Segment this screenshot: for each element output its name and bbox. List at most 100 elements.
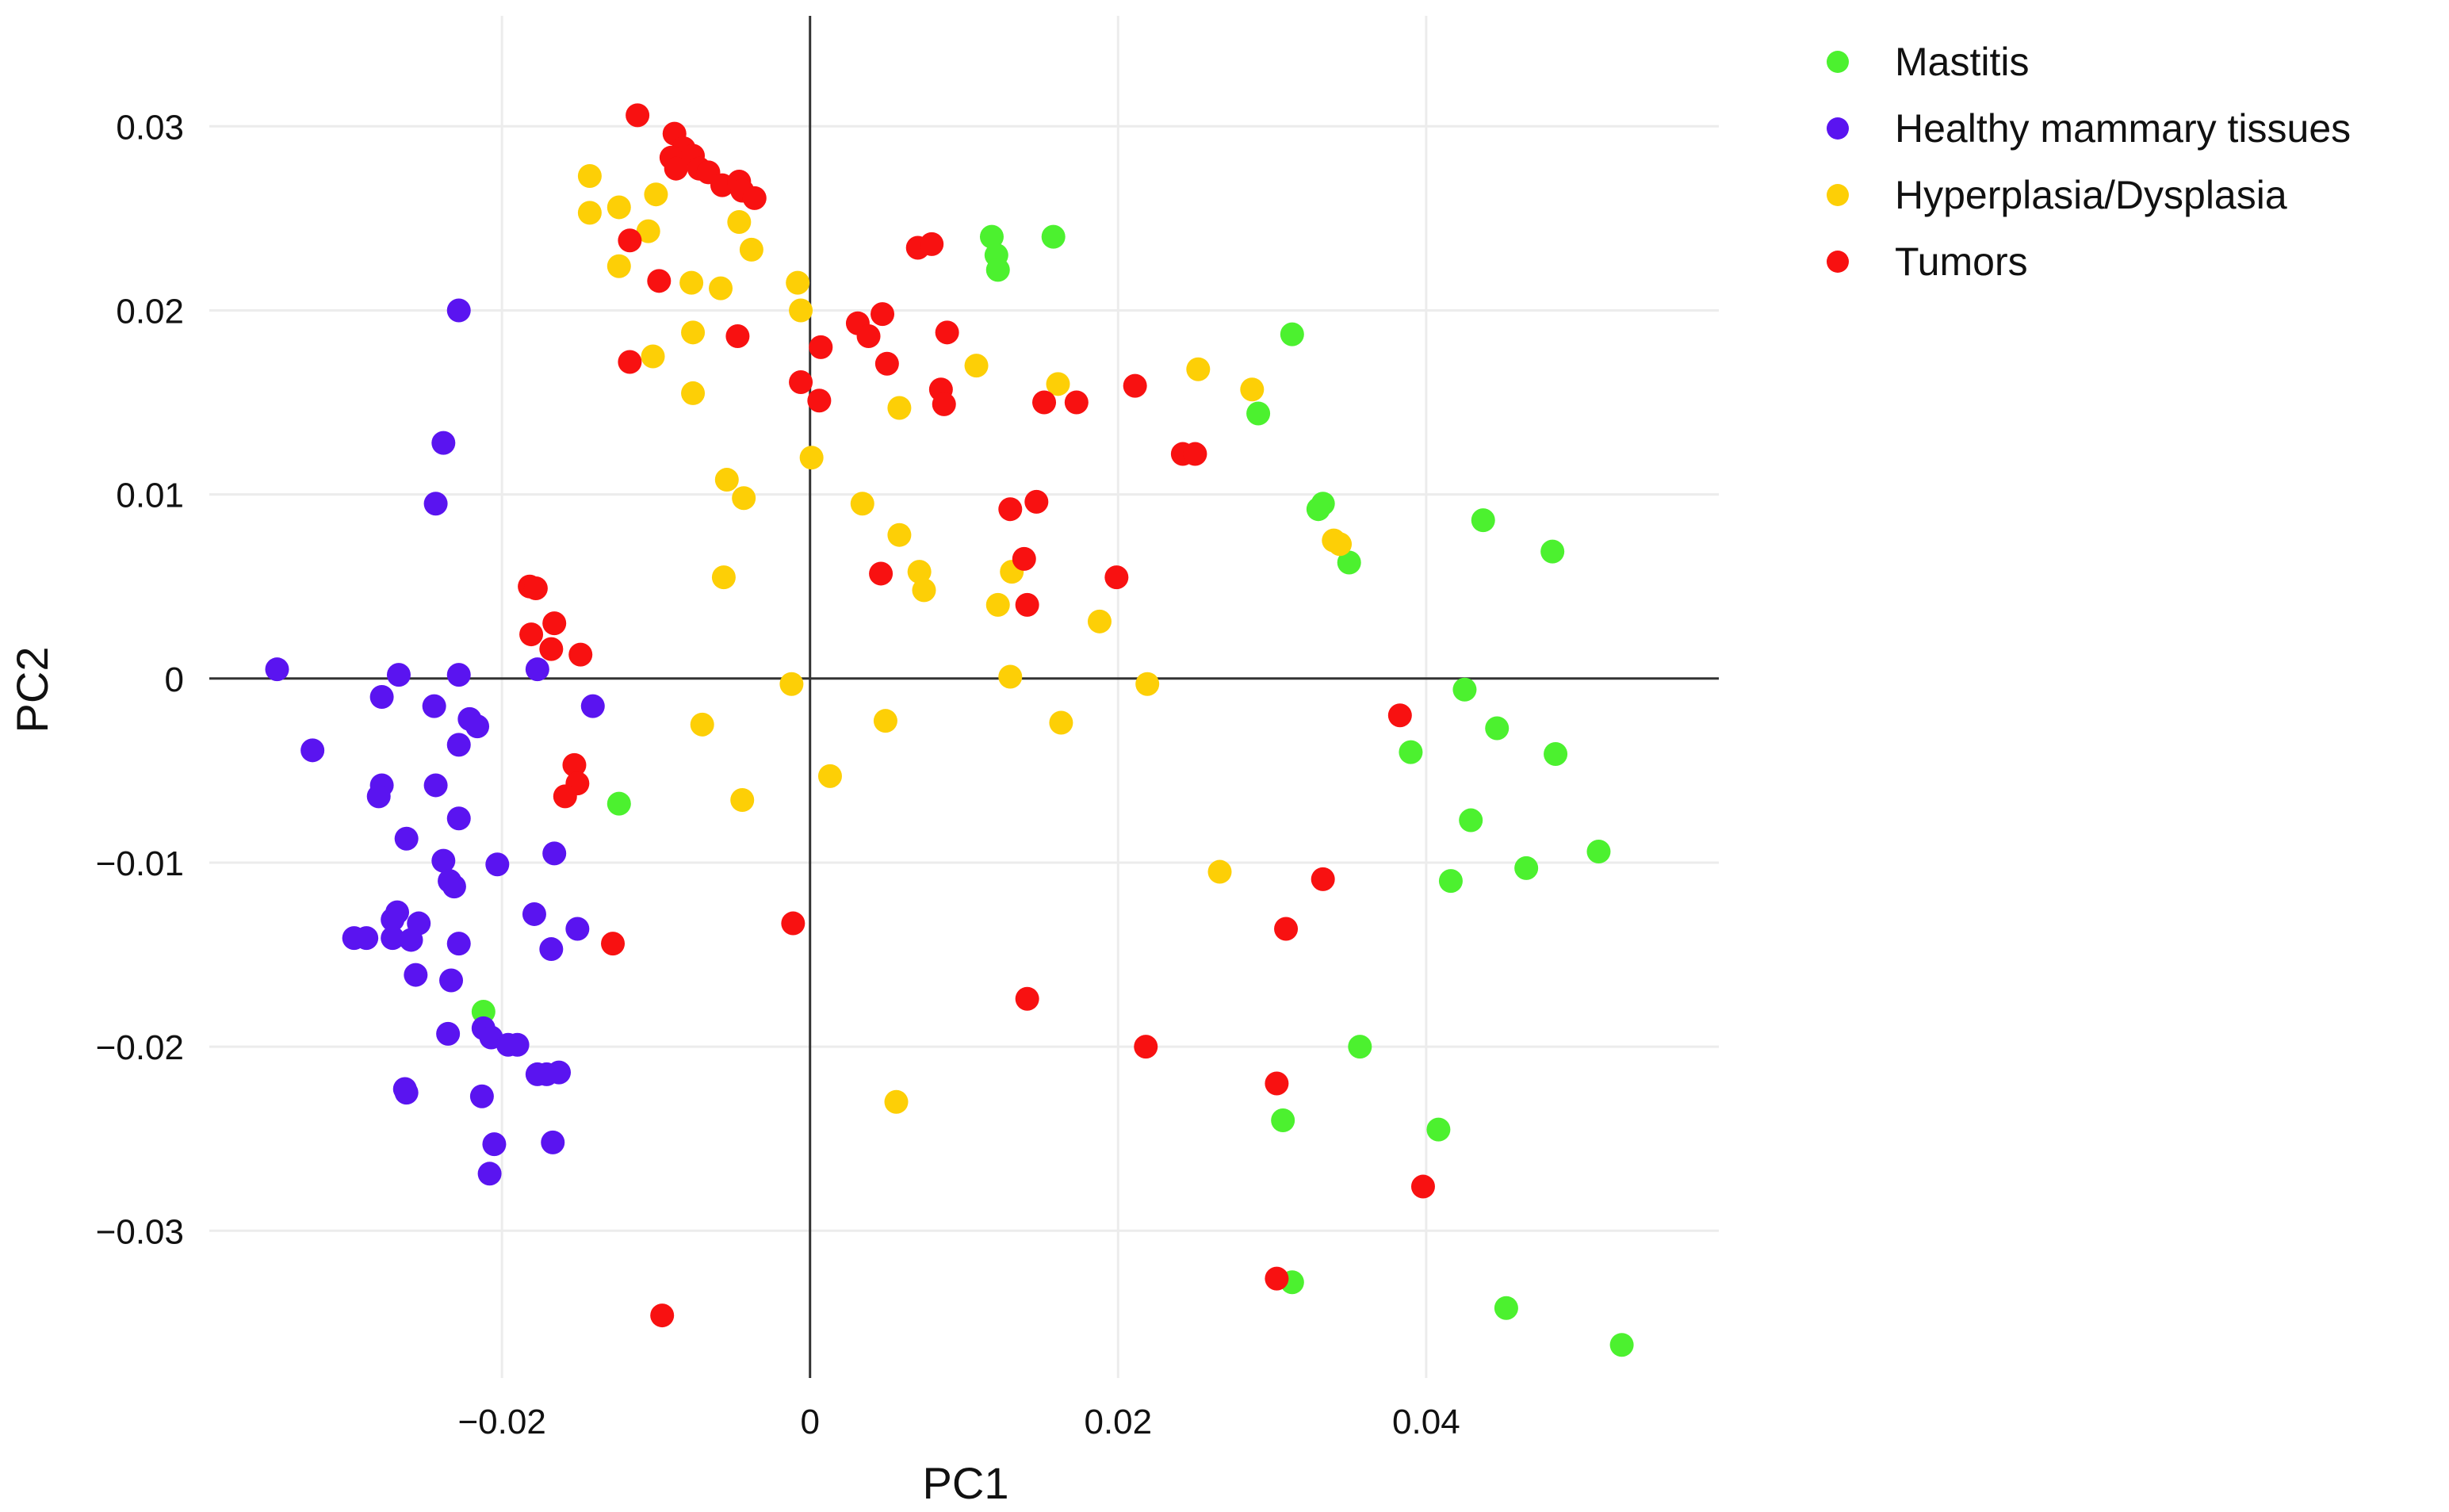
data-point <box>442 875 466 899</box>
data-point <box>873 709 897 733</box>
series-healthy-mammary-tissues <box>265 298 605 1186</box>
data-point <box>485 852 510 877</box>
data-point <box>423 492 448 516</box>
data-point <box>539 637 564 661</box>
data-point <box>519 622 544 647</box>
data-point <box>1544 741 1568 766</box>
data-point <box>871 302 895 327</box>
data-point <box>920 232 944 256</box>
legend-marker <box>1827 184 1849 206</box>
data-point <box>709 276 733 300</box>
data-point <box>446 806 471 831</box>
data-point <box>789 370 813 395</box>
data-point <box>300 738 325 763</box>
x-tick-labels: −0.02 0 0.02 0.04 <box>457 1403 1460 1441</box>
data-point <box>505 1032 530 1057</box>
data-point <box>727 210 752 235</box>
data-point <box>568 642 593 667</box>
data-point <box>547 1060 572 1085</box>
legend-label: Mastitis <box>1895 40 2029 84</box>
legend-item: Mastitis <box>1827 40 2029 84</box>
data-point <box>431 431 456 455</box>
data-point <box>465 714 490 739</box>
series-tumors <box>518 103 1435 1328</box>
y-tick-label: 0 <box>165 660 184 699</box>
data-point <box>739 237 763 262</box>
data-point <box>565 917 590 941</box>
data-point <box>664 156 688 181</box>
data-point <box>647 269 672 293</box>
data-point <box>1514 856 1539 880</box>
data-point <box>539 937 564 962</box>
data-point <box>887 523 912 547</box>
data-point <box>730 788 755 813</box>
data-point <box>1049 710 1073 735</box>
data-point <box>381 926 405 951</box>
data-point <box>874 351 899 376</box>
data-point <box>1087 609 1112 634</box>
data-point <box>650 1303 675 1328</box>
data-point <box>681 320 706 345</box>
data-point <box>807 389 832 413</box>
data-point <box>580 694 605 718</box>
data-point <box>1265 1071 1289 1096</box>
data-point <box>469 1084 494 1108</box>
data-point <box>935 320 959 345</box>
data-point <box>607 791 631 816</box>
x-tick-label: 0 <box>800 1403 819 1441</box>
data-point <box>1328 532 1353 557</box>
data-point <box>1410 1174 1435 1199</box>
data-point <box>577 201 602 225</box>
y-tick-label: −0.03 <box>96 1212 184 1251</box>
data-point <box>884 1089 909 1114</box>
series-mastitis <box>471 224 1634 1357</box>
data-point <box>1274 917 1299 941</box>
data-point <box>932 392 956 416</box>
data-point <box>422 694 446 718</box>
data-point <box>887 396 912 420</box>
data-point <box>781 911 805 936</box>
data-point <box>431 848 456 873</box>
data-point <box>690 712 714 737</box>
data-point <box>799 446 824 470</box>
data-point <box>1015 986 1039 1011</box>
data-point <box>1471 508 1495 533</box>
data-point <box>394 826 419 851</box>
data-point <box>607 254 631 278</box>
series-hyperplasia-dysplasia <box>577 163 1353 1114</box>
data-point <box>732 486 756 511</box>
data-points <box>265 103 1634 1357</box>
data-point <box>1135 672 1160 696</box>
data-point <box>641 344 665 369</box>
data-point <box>1207 859 1232 884</box>
data-point <box>1426 1117 1451 1142</box>
data-point <box>1337 550 1361 575</box>
y-tick-label: 0.02 <box>116 292 184 331</box>
data-point <box>446 663 471 687</box>
y-tick-label: −0.01 <box>96 844 184 883</box>
data-point <box>381 907 405 932</box>
data-point <box>471 999 496 1024</box>
data-point <box>577 163 602 188</box>
y-tick-labels: 0.03 0.02 0.01 0 −0.01 −0.02 −0.03 <box>96 108 184 1251</box>
data-point <box>1134 1035 1158 1059</box>
data-point <box>369 685 394 709</box>
data-point <box>964 354 989 378</box>
data-point <box>477 1162 502 1186</box>
data-point <box>354 926 379 951</box>
legend: Mastitis Healthy mammary tissues Hyperplas… <box>1827 40 2351 284</box>
legend-label: Tumors <box>1895 239 2028 284</box>
data-point <box>1540 539 1565 564</box>
data-point <box>404 963 428 987</box>
data-point <box>446 298 471 323</box>
data-point <box>423 773 448 798</box>
data-point <box>786 270 810 295</box>
data-point <box>856 323 881 348</box>
data-point <box>394 1081 419 1105</box>
data-point <box>1399 740 1423 764</box>
data-point <box>809 335 833 359</box>
data-point <box>562 752 587 777</box>
data-point <box>1494 1296 1518 1320</box>
data-point <box>850 492 874 516</box>
data-point <box>998 664 1023 689</box>
